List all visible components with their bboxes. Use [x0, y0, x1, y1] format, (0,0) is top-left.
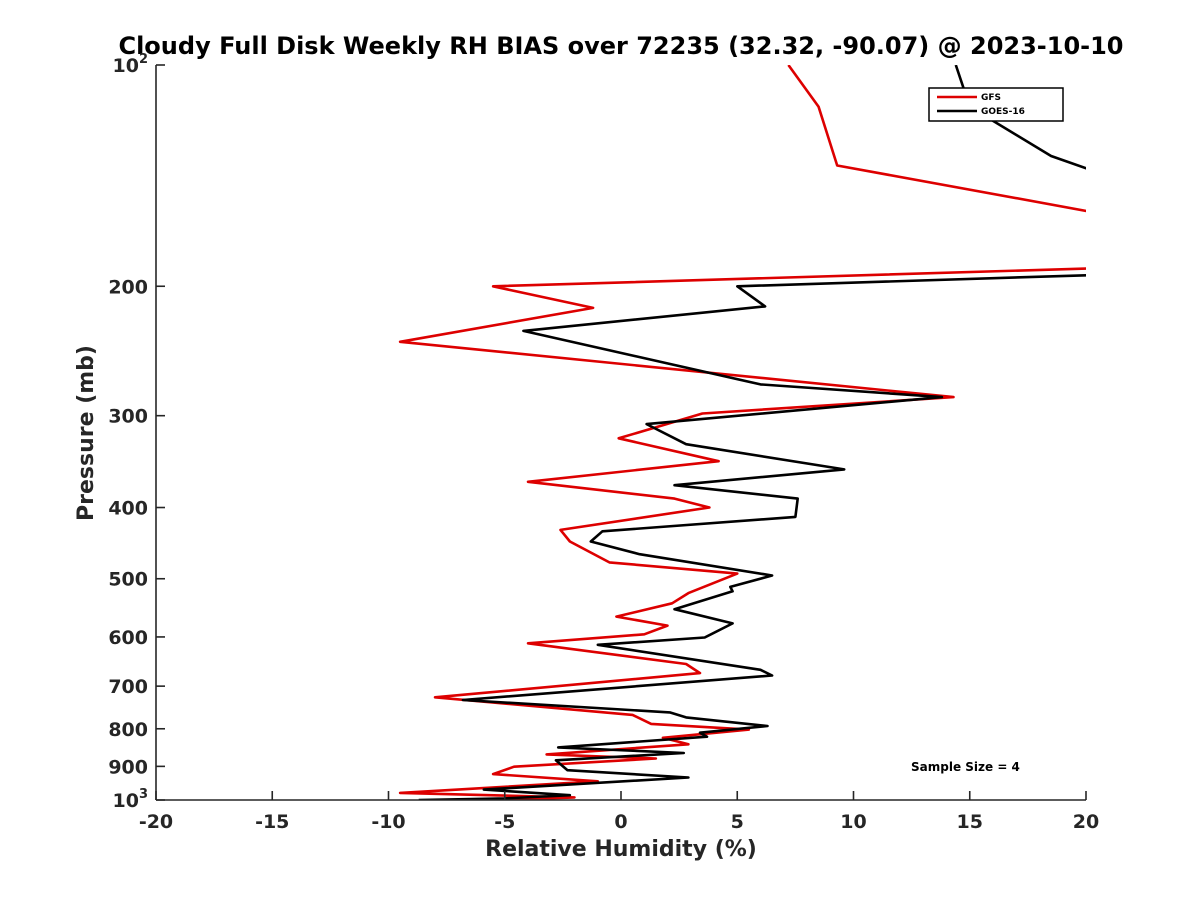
y-axis-label: Pressure (mb) [74, 345, 99, 521]
x-tick-label: -10 [371, 811, 405, 833]
y-tick-label: 102 [113, 52, 149, 77]
x-tick-label: -15 [255, 811, 289, 833]
y-tick-label: 400 [108, 498, 148, 520]
chart-title: Cloudy Full Disk Weekly RH BIAS over 722… [118, 32, 1123, 60]
y-tick-label: 200 [108, 276, 148, 298]
x-tick-label: 15 [957, 811, 983, 833]
y-tick-label: 500 [108, 569, 148, 591]
series-line-goes16 [418, 65, 1086, 800]
y-tick-label: 300 [108, 406, 148, 428]
y-tick-label: 600 [108, 627, 148, 649]
series-line-gfs [398, 65, 1086, 800]
x-tick-label: 0 [614, 811, 627, 833]
x-axis-label: Relative Humidity (%) [485, 837, 757, 862]
legend-box [928, 87, 1064, 122]
series-layer [398, 65, 1086, 800]
y-tick-label: 800 [108, 719, 148, 741]
x-tick-label: 20 [1073, 811, 1099, 833]
y-tick-label: 103 [113, 787, 149, 812]
x-tick-label: -20 [139, 811, 173, 833]
axes-layer: -20 -15 -10 -5 0 5 10 15 20 102 200 300 400 500 600 700… [108, 52, 1099, 833]
sample-size-annotation: Sample Size = 4 [911, 760, 1020, 774]
y-tick-label: 700 [108, 676, 148, 698]
x-tick-label: 10 [840, 811, 866, 833]
x-tick-label: 5 [731, 811, 744, 833]
legend: GFS GOES-16 [928, 87, 1064, 122]
legend-label-gfs: GFS [981, 93, 1001, 103]
legend-label-goes16: GOES-16 [981, 107, 1025, 117]
y-tick-label: 900 [108, 756, 148, 778]
x-tick-label: -5 [494, 811, 515, 833]
